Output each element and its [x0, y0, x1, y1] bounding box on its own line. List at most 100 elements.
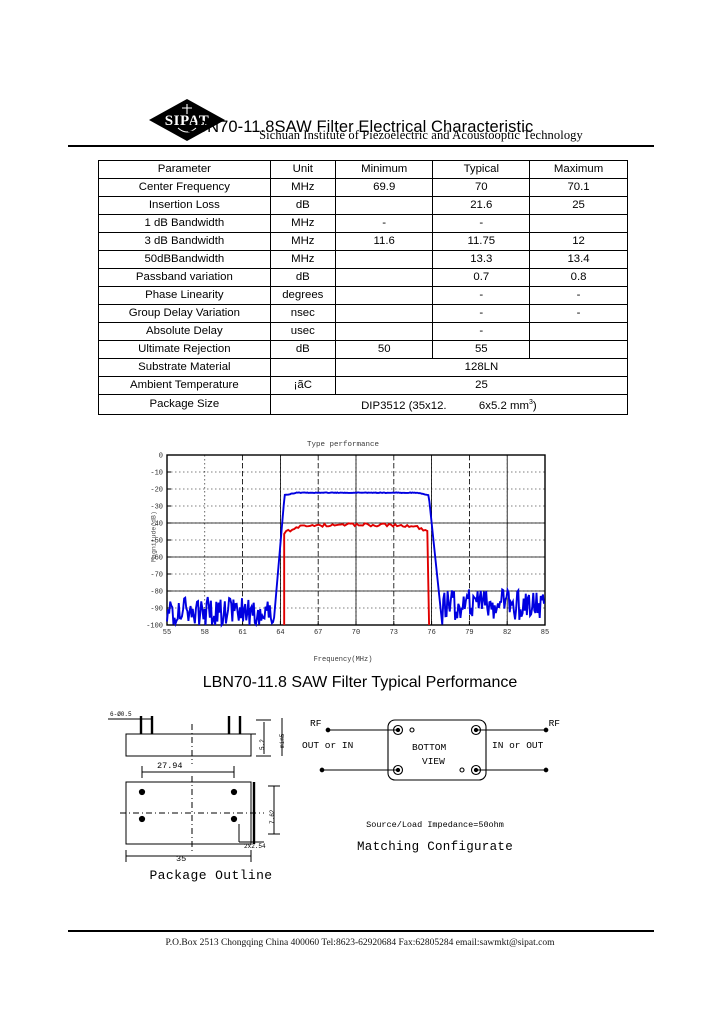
cell-parameter: 3 dB Bandwidth: [98, 232, 271, 251]
table-row: Ultimate Rejection dB 50 55: [98, 340, 628, 359]
y-tick-label: -90: [150, 606, 163, 614]
cell-maximum: 70.1: [529, 178, 628, 197]
table-row: Insertion Loss dB 21.6 25: [98, 196, 628, 215]
cell-minimum: 69.9: [334, 178, 434, 197]
cell-package-value: DIP3512 (35x12. 6x5.2 mm3): [269, 394, 629, 415]
page-header: SIPAT Sichuan Institute of Piezoelectric…: [0, 46, 720, 147]
table-header-row: Parameter Unit Minimum Typical Maximum: [98, 160, 628, 179]
chart-x-axis-label: Frequency(MHz): [313, 656, 373, 664]
cell-typical: 21.6: [432, 196, 531, 215]
x-tick-label: 55: [163, 629, 171, 637]
dim-vertical-label: 7.62: [269, 809, 276, 824]
matching-left-label-bottom: OUT or IN: [302, 740, 353, 751]
matching-right-label-top: RF: [549, 718, 561, 729]
cell-minimum: [334, 196, 434, 215]
cell-unit: dB: [269, 340, 336, 359]
cell-typical: 0.7: [432, 268, 531, 287]
cell-typical: 70: [432, 178, 531, 197]
y-tick-label: -100: [146, 623, 163, 631]
y-tick-label: -80: [150, 589, 163, 597]
cell-parameter: Package Size: [98, 394, 271, 415]
cell-parameter: Insertion Loss: [98, 196, 271, 215]
cell-unit: MHz: [269, 232, 336, 251]
cell-minimum: [334, 322, 434, 341]
cell-unit: MHz: [269, 214, 336, 233]
dim-pin-spacing-label: 2x2.54: [244, 843, 266, 850]
chart-title: Type performance: [306, 441, 379, 449]
x-tick-label: 70: [352, 629, 360, 637]
impedance-note: Source/Load Impedance=50ohm: [366, 820, 504, 830]
y-tick-label: -20: [150, 487, 163, 495]
table-row: Absolute Delay usec -: [98, 322, 628, 341]
cell-unit: dB: [269, 196, 336, 215]
cell-unit: MHz: [269, 250, 336, 269]
package-value-a: DIP3512 (35x12.: [361, 399, 447, 412]
x-tick-label: 79: [465, 629, 473, 637]
cell-typical: -: [432, 304, 531, 323]
cell-parameter: Substrate Material: [98, 358, 271, 377]
column-header-parameter: Parameter: [98, 160, 271, 179]
x-tick-label: 85: [541, 629, 549, 637]
electrical-characteristics-table: Parameter Unit Minimum Typical Maximum C…: [98, 160, 629, 415]
cell-maximum: 13.4: [529, 250, 628, 269]
cell-value: 25: [334, 376, 629, 395]
cell-typical: 55: [432, 340, 531, 359]
cell-unit: nsec: [269, 304, 336, 323]
cell-maximum: -: [529, 286, 628, 305]
x-tick-label: 64: [276, 629, 284, 637]
table-row: 1 dB Bandwidth MHz - -: [98, 214, 628, 233]
y-tick-label: -10: [150, 470, 163, 478]
x-tick-label: 61: [238, 629, 246, 637]
cell-maximum: [529, 340, 628, 359]
dim-lead-label: min5: [279, 733, 286, 748]
table-row-substrate: Substrate Material 128LN: [98, 358, 629, 377]
cell-value: 128LN: [334, 358, 629, 377]
organization-name: Sichuan Institute of Piezoelectric and A…: [259, 128, 583, 142]
matching-right-label-bottom: IN or OUT: [492, 740, 544, 751]
cell-unit: ¡ãC: [269, 376, 336, 395]
x-tick-label: 76: [427, 629, 435, 637]
y-tick-label: -50: [150, 538, 163, 546]
x-tick-label: 58: [201, 629, 209, 637]
matching-caption: Matching Configurate: [356, 840, 514, 854]
dim-pitch-label: 27.94: [157, 761, 183, 771]
table-row: Center Frequency MHz 69.9 70 70.1: [98, 178, 628, 197]
page-title: LBN70-11.8SAW Filter Electrical Characte…: [186, 118, 534, 136]
cell-unit: dB: [269, 268, 336, 287]
package-outline-caption: Package Outline: [149, 868, 273, 883]
matching-center-label-top: BOTTOM: [412, 742, 447, 753]
y-tick-label: -70: [150, 572, 163, 580]
cell-minimum: [334, 268, 434, 287]
cell-minimum: -: [334, 214, 434, 233]
x-tick-label: 67: [314, 629, 322, 637]
package-value-superscript: 3: [528, 399, 533, 406]
cell-minimum: [334, 250, 434, 269]
table-row: 3 dB Bandwidth MHz 11.6 11.75 12: [98, 232, 628, 251]
cell-parameter: Center Frequency: [98, 178, 271, 197]
matching-configuration-drawing: RF OUT or IN BOTTOM VIEW RF IN or OUT: [300, 712, 570, 798]
sipat-logo: SIPAT: [148, 98, 226, 142]
cell-minimum: [334, 286, 434, 305]
y-tick-label: -40: [150, 521, 163, 529]
table-row: Passband variation dB 0.7 0.8: [98, 268, 628, 287]
chart-caption: LBN70-11.8 SAW Filter Typical Performanc…: [202, 674, 518, 691]
cell-maximum: 0.8: [529, 268, 628, 287]
x-tick-label: 73: [390, 629, 398, 637]
table-row: Phase Linearity degrees - -: [98, 286, 628, 305]
footer-contact: P.O.Box 2513 Chongqing China 400060 Tel:…: [165, 938, 555, 948]
cell-minimum: 11.6: [334, 232, 434, 251]
performance-chart: Type performance Magnitude(dB) 55 58 61 64 6…: [133, 441, 553, 673]
cell-unit: degrees: [269, 286, 336, 305]
dim-width-label: 35: [176, 854, 186, 864]
cell-maximum: [529, 214, 628, 233]
chart-series-wideband: [166, 491, 545, 628]
column-header-minimum: Minimum: [334, 160, 434, 179]
y-tick-label: 0: [159, 453, 163, 461]
column-header-typical: Typical: [432, 160, 531, 179]
matching-left-label-top: RF: [310, 718, 322, 729]
column-header-unit: Unit: [269, 160, 336, 179]
table-row-package-size: Package Size DIP3512 (35x12. 6x5.2 mm3): [98, 394, 629, 415]
package-value-b: 6x5.2 mm: [478, 399, 529, 412]
y-tick-label: -60: [150, 555, 163, 563]
cell-typical: -: [432, 286, 531, 305]
